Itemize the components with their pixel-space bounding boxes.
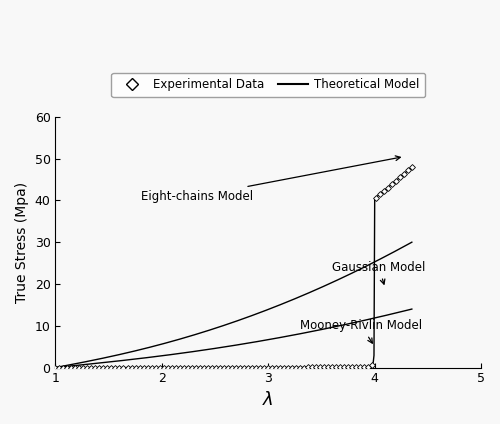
X-axis label: λ: λ: [263, 391, 274, 409]
Text: Gaussian Model: Gaussian Model: [332, 260, 426, 284]
Text: Mooney-Rivlin Model: Mooney-Rivlin Model: [300, 319, 422, 343]
Legend: Experimental Data, Theoretical Model: Experimental Data, Theoretical Model: [112, 73, 425, 98]
Y-axis label: True Stress (Mpa): True Stress (Mpa): [15, 181, 29, 303]
Text: Eight-chains Model: Eight-chains Model: [140, 156, 400, 203]
